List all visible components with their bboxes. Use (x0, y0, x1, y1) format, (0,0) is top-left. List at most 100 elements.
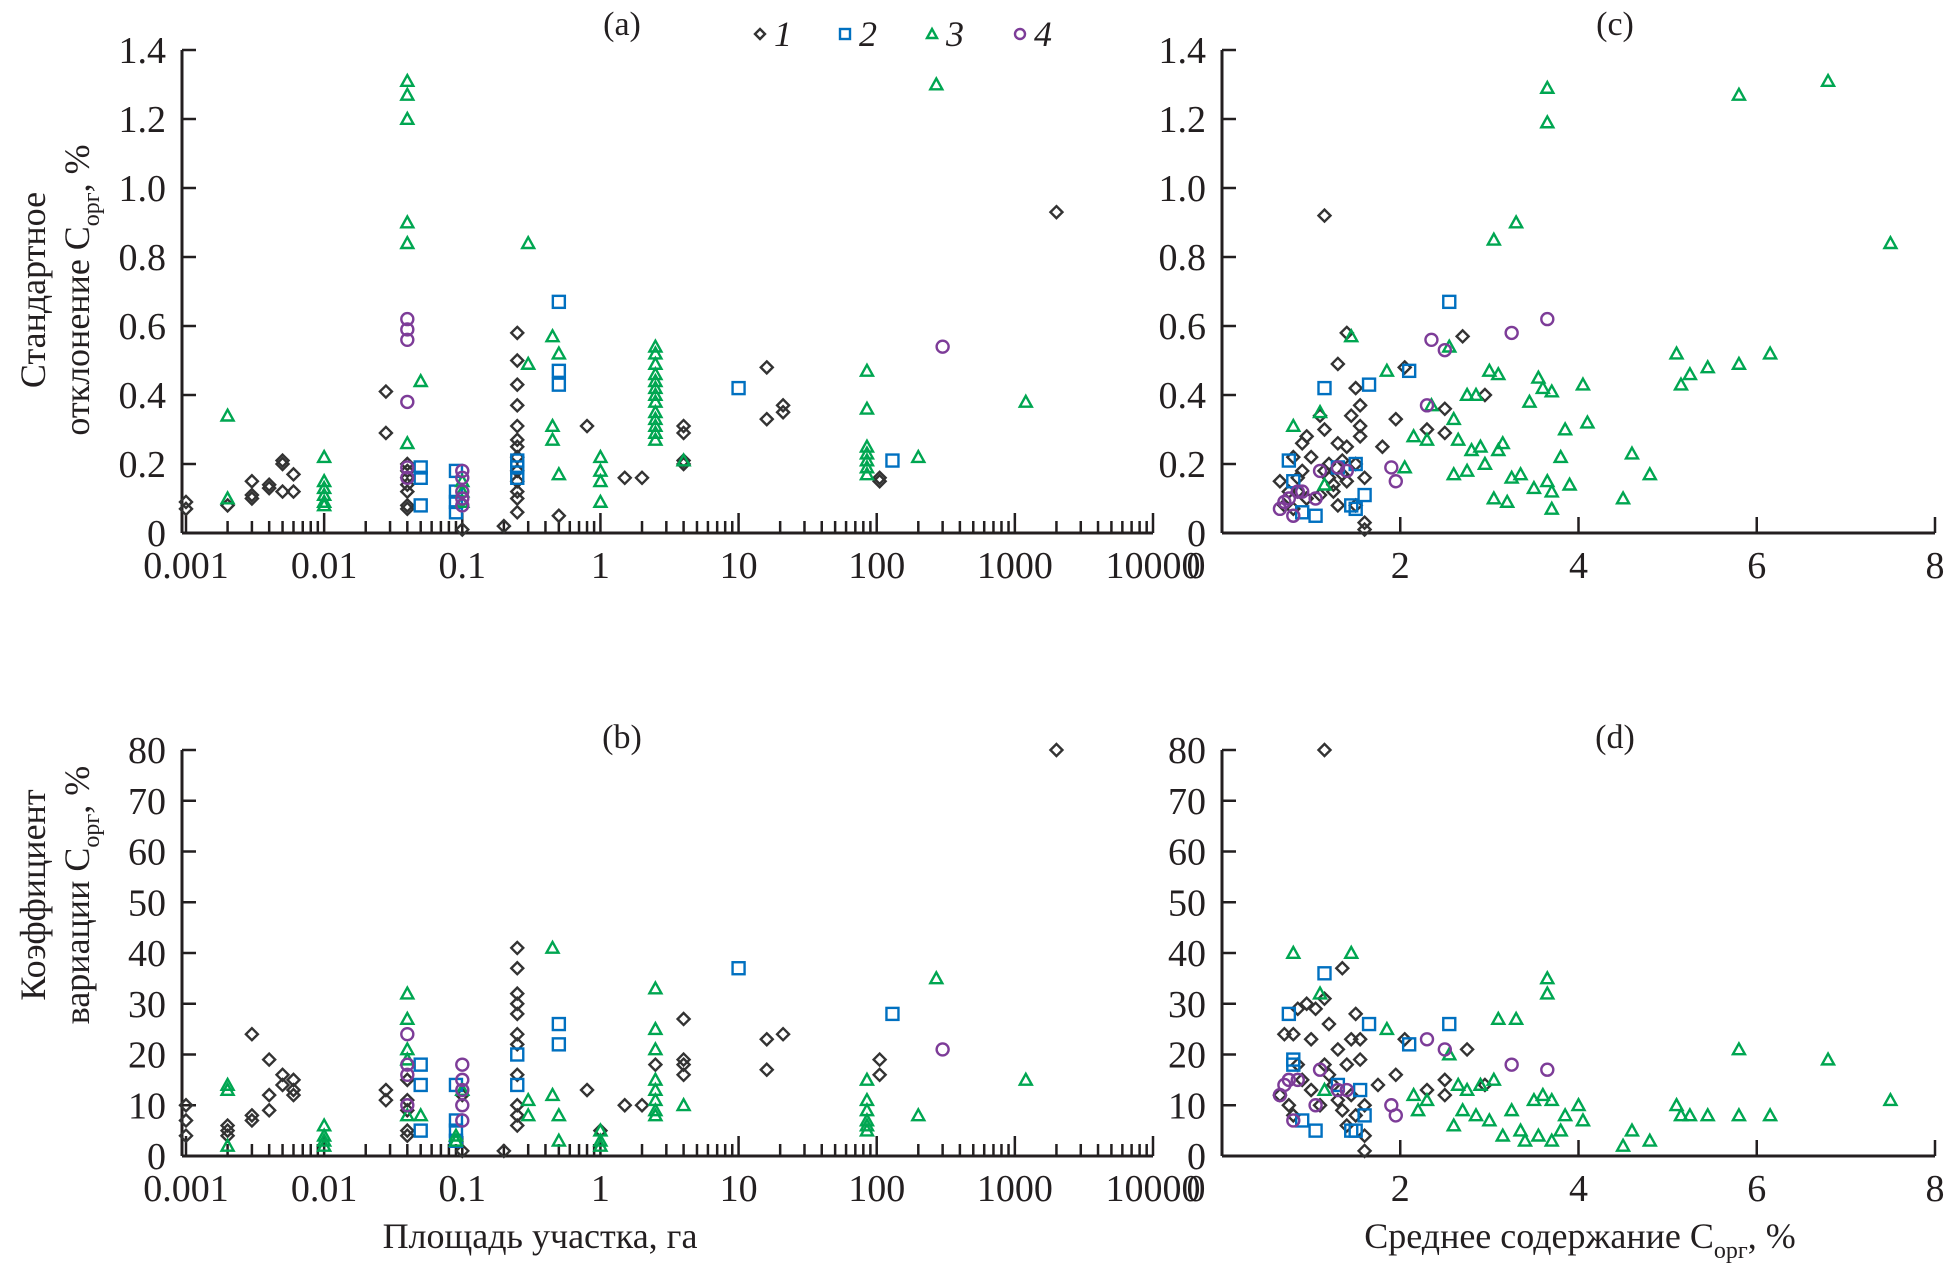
data-point (1454, 1101, 1471, 1117)
series-2 (1281, 294, 1457, 523)
x-axis-title-right: Среднее содержание Cорг, % (1364, 1216, 1796, 1264)
x-tick-label: 10 (720, 1168, 758, 1210)
data-point (509, 1036, 525, 1053)
data-point (1574, 1112, 1591, 1127)
data-point (1316, 990, 1333, 1007)
data-point (1472, 1076, 1489, 1091)
data-point (675, 425, 692, 441)
data-point (647, 410, 664, 426)
data-point (1539, 969, 1556, 985)
y-tick-label: 0 (147, 513, 166, 555)
data-point (675, 1056, 692, 1073)
data-point (1672, 1106, 1690, 1122)
data-point (1623, 445, 1641, 460)
data-point (579, 418, 595, 434)
data-point (1374, 439, 1391, 455)
data-point (935, 339, 950, 354)
data-point (1290, 484, 1305, 499)
data-point (647, 1106, 664, 1122)
data-point (1623, 1122, 1641, 1137)
data-point (885, 1006, 900, 1022)
y-tick-label: 0.2 (1159, 444, 1207, 486)
data-point (509, 397, 525, 414)
y-tick-label: 10 (128, 1085, 166, 1127)
y-axis-title-line1: Стандартное (13, 192, 53, 388)
data-point (1521, 393, 1538, 408)
data-point (400, 322, 415, 337)
data-point (1343, 408, 1359, 424)
data-point (1490, 365, 1507, 381)
data-point (1295, 505, 1310, 520)
data-point (759, 411, 775, 427)
data-point (647, 431, 664, 446)
data-point (759, 359, 775, 376)
data-point (1437, 1042, 1453, 1057)
y-axis-title-line1: Коэффициент (13, 789, 53, 1000)
data-point (1557, 1106, 1574, 1122)
data-point (1397, 359, 1413, 376)
data-point (1017, 393, 1034, 408)
data-point (509, 432, 525, 448)
data-point (1401, 1037, 1417, 1052)
data-point (1525, 479, 1542, 495)
data-point (1316, 1081, 1333, 1097)
data-point (1281, 1097, 1297, 1113)
data-point (647, 386, 664, 401)
data-point (400, 1067, 415, 1083)
data-point (1459, 1041, 1475, 1058)
data-point (509, 376, 525, 393)
data-point (871, 1051, 888, 1068)
data-point (285, 1082, 302, 1098)
data-point (551, 377, 567, 392)
data-point (509, 1006, 525, 1022)
x-tick-label: 10000 (1106, 1168, 1201, 1210)
data-point (510, 470, 525, 485)
data-point (1437, 1072, 1453, 1088)
data-point (1330, 497, 1346, 514)
data-point (647, 1040, 664, 1056)
y-tick-label: 1.0 (119, 168, 167, 210)
data-point (1418, 431, 1436, 446)
data-point (1325, 477, 1342, 493)
data-point (1561, 476, 1578, 491)
data-point (592, 1137, 609, 1152)
data-point (592, 472, 609, 488)
data-point (634, 1097, 650, 1113)
data-point (1419, 398, 1435, 413)
data-point (1543, 483, 1560, 498)
data-point (1330, 460, 1346, 475)
series-1 (1272, 742, 1493, 1159)
data-point (455, 498, 470, 513)
data-point (1356, 1097, 1373, 1113)
data-point (219, 1137, 236, 1152)
x-tick-label: 0.01 (291, 545, 358, 587)
data-point (1539, 79, 1556, 94)
data-point (1730, 86, 1747, 101)
data-point (316, 472, 333, 488)
y-tick-label: 1.4 (119, 30, 167, 72)
data-point (1530, 369, 1547, 384)
data-point (1285, 449, 1301, 465)
data-point (399, 985, 416, 1000)
data-point (399, 234, 416, 250)
data-point (1370, 1077, 1386, 1093)
panel-b: 0 10 20 30 40 50 60 70 80 0.001 0.01 0.1 1 10 100 1000 1… (128, 719, 1201, 1210)
x-tick-label: 6 (1747, 545, 1766, 587)
x-tick-label: 1000 (977, 545, 1053, 587)
data-point (592, 493, 609, 508)
data-point (455, 484, 470, 499)
data-point (520, 1106, 537, 1122)
data-point (285, 1072, 302, 1088)
data-point (1437, 425, 1453, 441)
data-point (413, 470, 428, 485)
data-point (1312, 1097, 1328, 1113)
data-point (647, 424, 664, 439)
data-point (509, 483, 525, 500)
data-point (1356, 470, 1373, 486)
data-point (316, 496, 333, 512)
data-point (496, 518, 512, 534)
data-point (544, 327, 561, 343)
data-point (1508, 214, 1525, 229)
data-point (675, 418, 692, 434)
series-4 (400, 1026, 950, 1128)
